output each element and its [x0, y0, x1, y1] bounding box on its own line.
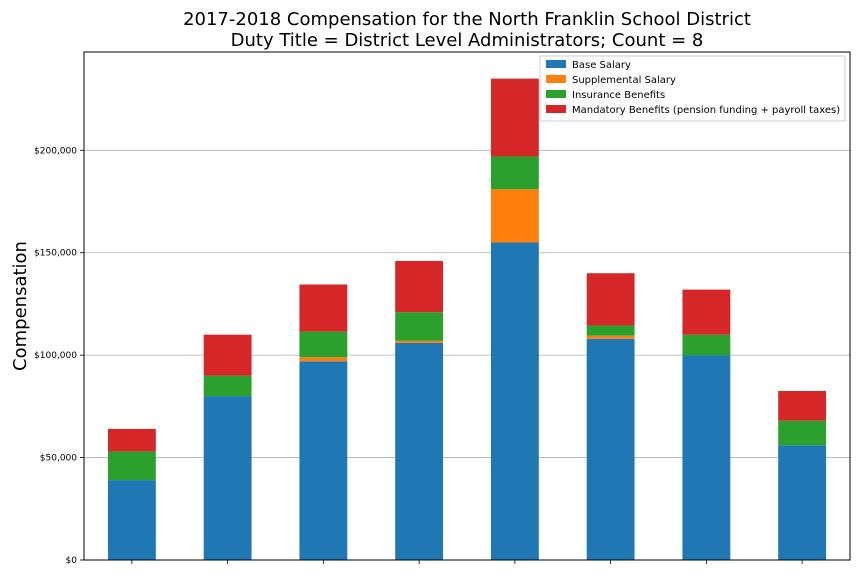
chart-title-line-1: 2017-2018 Compensation for the North Fra… [183, 9, 751, 30]
chart-title-line-2: Duty Title = District Level Administrato… [231, 30, 704, 51]
bar-segment [299, 361, 348, 560]
bar-segment [299, 331, 348, 358]
bar-segment [778, 391, 827, 421]
bar-segment [203, 334, 252, 376]
bar-segment [107, 451, 156, 481]
y-tick-label: $0 [66, 556, 78, 566]
bar-segment [682, 289, 731, 335]
bar-segment [586, 273, 635, 326]
bar-segment [586, 335, 635, 339]
legend-box [539, 55, 846, 122]
legend-entry: Mandatory Benefits (pension funding + pa… [572, 105, 840, 116]
bar-segment [778, 445, 827, 560]
bar-segment [203, 375, 252, 397]
y-axis-label: Compensation [10, 241, 31, 371]
bar-segment [395, 312, 444, 341]
bar-segment [778, 420, 827, 446]
bar-segment [490, 242, 539, 560]
bar-segment [586, 325, 635, 336]
bar-segment [490, 78, 539, 157]
bar-segment [395, 340, 444, 343]
bar-segment [299, 357, 348, 362]
legend-swatch [546, 90, 566, 98]
gridlines [84, 149, 850, 458]
bar-segment [107, 480, 156, 560]
legend-swatch [546, 75, 566, 83]
bar-segment [299, 284, 348, 332]
bar-segment [395, 260, 444, 313]
y-tick-label: $150,000 [34, 249, 77, 259]
bar-segment [586, 338, 635, 560]
legend-entry: Base Salary [572, 60, 631, 71]
legend: Base Salary Supplemental Salary Insurance … [539, 55, 846, 122]
bar-segment [203, 396, 252, 560]
bar-segment [490, 156, 539, 190]
bar-segment [490, 189, 539, 243]
legend-entry: Supplemental Salary [572, 75, 676, 86]
y-tick-label: $100,000 [34, 351, 77, 361]
y-tick-label: $50,000 [40, 454, 77, 464]
bars [107, 78, 827, 560]
plot-frame [83, 51, 851, 561]
bar-segment [107, 428, 156, 452]
legend-entry: Insurance Benefits [572, 90, 665, 101]
bar-segment [395, 342, 444, 560]
bar-segment [682, 334, 731, 356]
legend-swatch [546, 60, 566, 68]
legend-swatch [546, 105, 566, 113]
axis-ticks: $0 $50,000 $100,000 $150,000 $200,000 [34, 146, 803, 566]
y-tick-label: $200,000 [34, 146, 77, 156]
bar-segment [682, 355, 731, 560]
